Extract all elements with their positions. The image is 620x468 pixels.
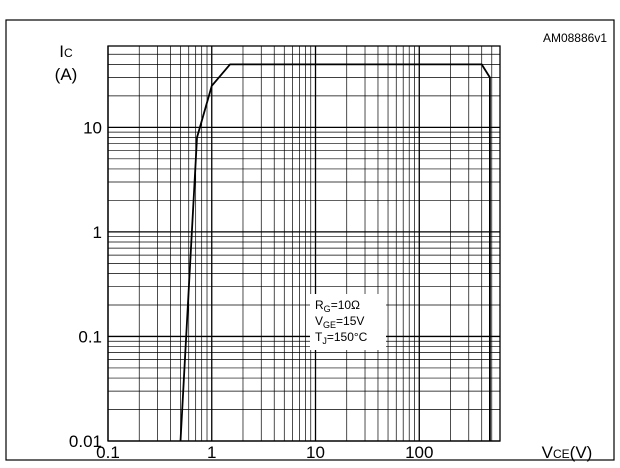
frame-box (5, 19, 615, 461)
x-tick-label: 100 (405, 443, 433, 462)
annotation-background (310, 294, 386, 350)
y-tick-label: 0.01 (69, 432, 102, 451)
annotation-line: RG=10Ω (315, 298, 360, 314)
x-tick-label: 1 (207, 443, 216, 462)
series-line-ic-vce (179, 63, 491, 442)
plot-area (107, 45, 501, 442)
x-tick-labels: 0.1 1 10 100 (96, 443, 433, 462)
y-tick-labels: 0.01 0.1 1 10 (69, 118, 102, 451)
y-tick-label: 10 (83, 118, 102, 137)
y-axis-unit: (A) (55, 65, 78, 84)
x-axis-label: VCE(V) (542, 443, 593, 462)
y-tick-label: 0.1 (78, 327, 102, 346)
y-tick-label: 1 (93, 223, 102, 242)
figure-code: AM08886v1 (543, 31, 607, 45)
x-tick-label: 10 (306, 443, 325, 462)
x-tick-label: 0.1 (96, 443, 120, 462)
grid (107, 45, 501, 442)
annotation-line: TJ=150°C (315, 330, 368, 346)
annotation-line: VGE=15V (315, 314, 364, 330)
y-axis-label: IC (59, 42, 73, 61)
